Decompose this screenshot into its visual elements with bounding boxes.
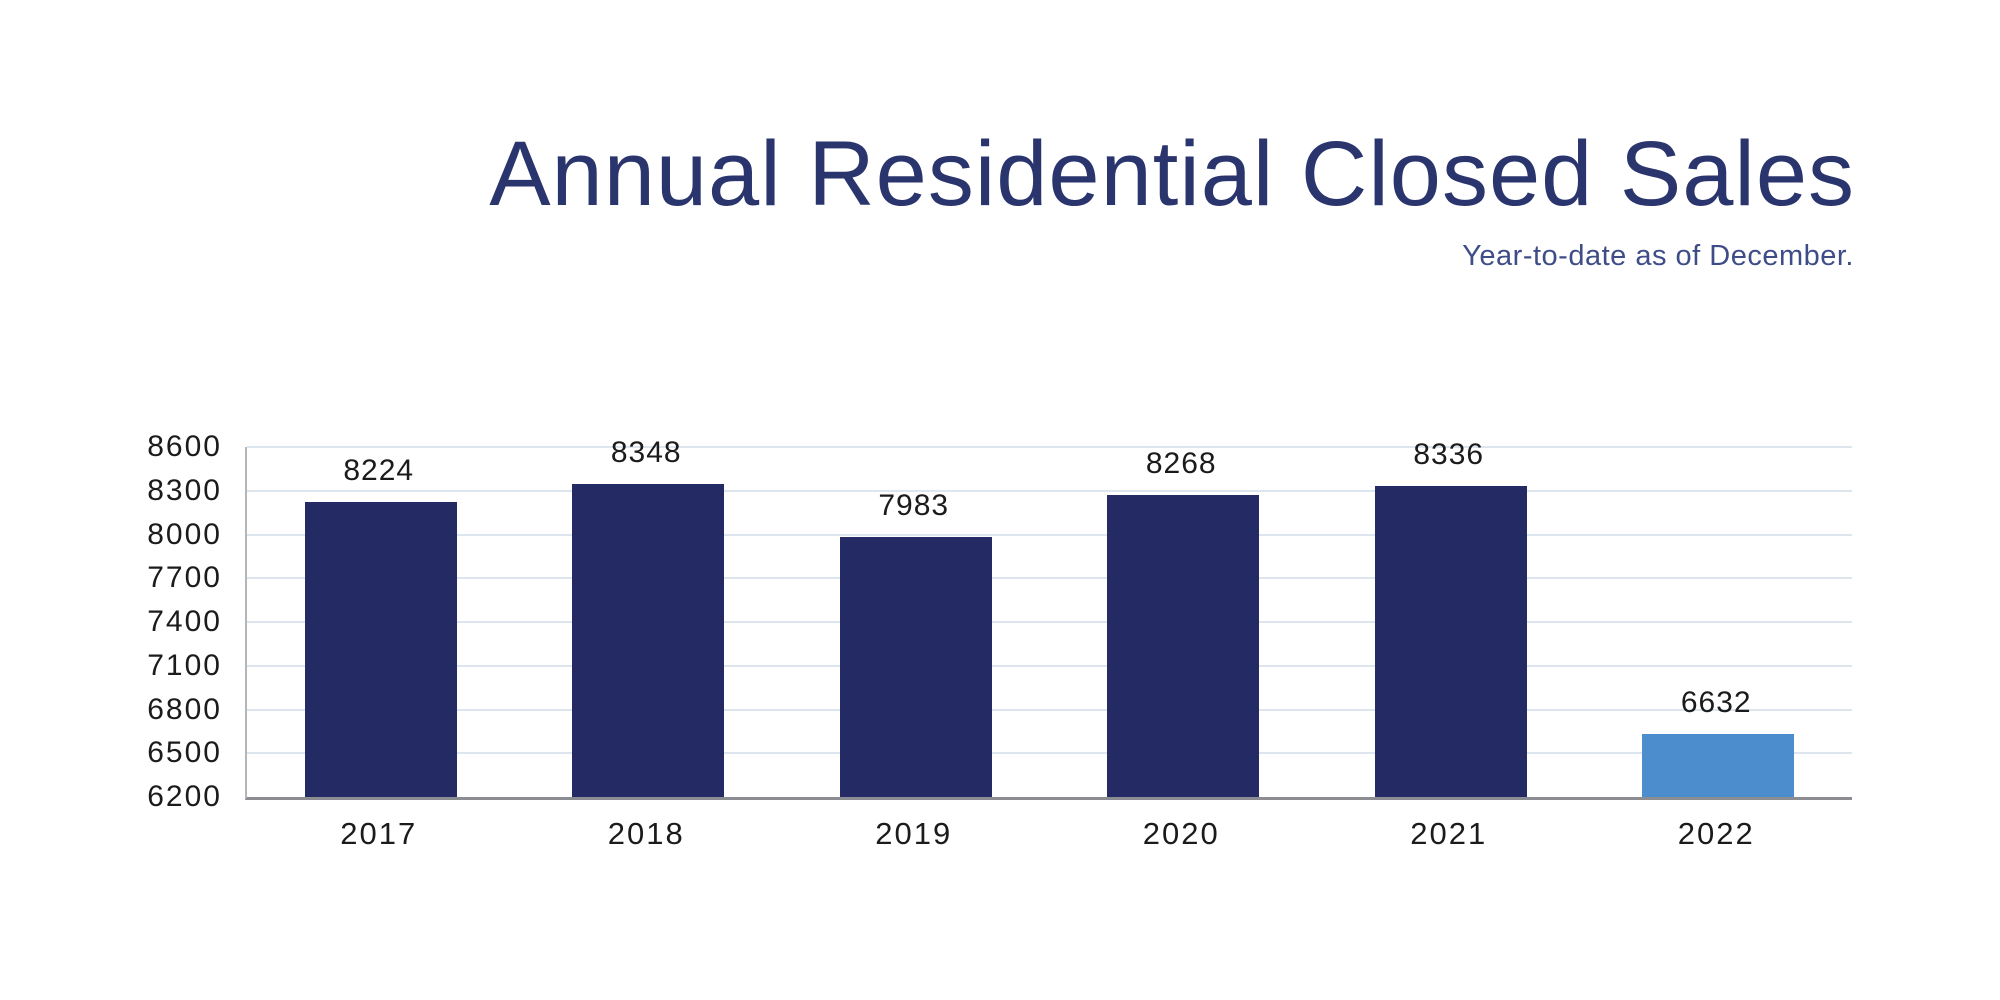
y-tick-label: 8300 bbox=[147, 473, 222, 507]
y-tick-label: 7700 bbox=[147, 561, 222, 595]
plot-area bbox=[245, 446, 1852, 800]
gridline bbox=[247, 446, 1852, 448]
bar-value-label: 8348 bbox=[610, 435, 682, 469]
gridline bbox=[247, 577, 1852, 580]
gridline bbox=[247, 752, 1852, 755]
bar-value-label: 7983 bbox=[878, 488, 950, 522]
y-tick-label: 6500 bbox=[147, 736, 222, 770]
x-tick-label: 2022 bbox=[1677, 816, 1755, 851]
chart-title: Annual Residential Closed Sales bbox=[489, 123, 1855, 225]
x-tick-label: 2017 bbox=[340, 816, 418, 851]
y-tick-label: 7100 bbox=[147, 648, 222, 682]
x-tick-label: 2020 bbox=[1142, 816, 1220, 851]
gridline bbox=[247, 489, 1852, 492]
bar-value-label: 8224 bbox=[343, 453, 415, 487]
gridline bbox=[247, 621, 1852, 623]
chart-subtitle: Year-to-date as of December. bbox=[1462, 240, 1854, 272]
bar-2017 bbox=[304, 501, 457, 797]
bar-2020 bbox=[1107, 495, 1260, 797]
x-tick-label: 2018 bbox=[607, 816, 685, 851]
y-tick-label: 8600 bbox=[147, 430, 222, 463]
bar-2018 bbox=[572, 483, 725, 797]
gridline bbox=[247, 664, 1852, 667]
x-tick-label: 2019 bbox=[875, 816, 953, 851]
bar-2021 bbox=[1374, 485, 1527, 797]
y-tick-label: 6200 bbox=[147, 780, 222, 813]
y-tick-label: 6800 bbox=[147, 692, 222, 726]
bar-2022 bbox=[1642, 734, 1795, 797]
y-tick-label: 8000 bbox=[147, 517, 222, 551]
gridline bbox=[247, 533, 1852, 536]
gridline bbox=[247, 708, 1852, 711]
bar-value-label: 8336 bbox=[1413, 437, 1485, 471]
x-tick-label: 2021 bbox=[1410, 816, 1488, 851]
bar-value-label: 8268 bbox=[1145, 447, 1217, 481]
bar-value-label: 6632 bbox=[1680, 686, 1752, 719]
y-tick-label: 7400 bbox=[147, 605, 222, 638]
bar-2019 bbox=[839, 536, 992, 797]
